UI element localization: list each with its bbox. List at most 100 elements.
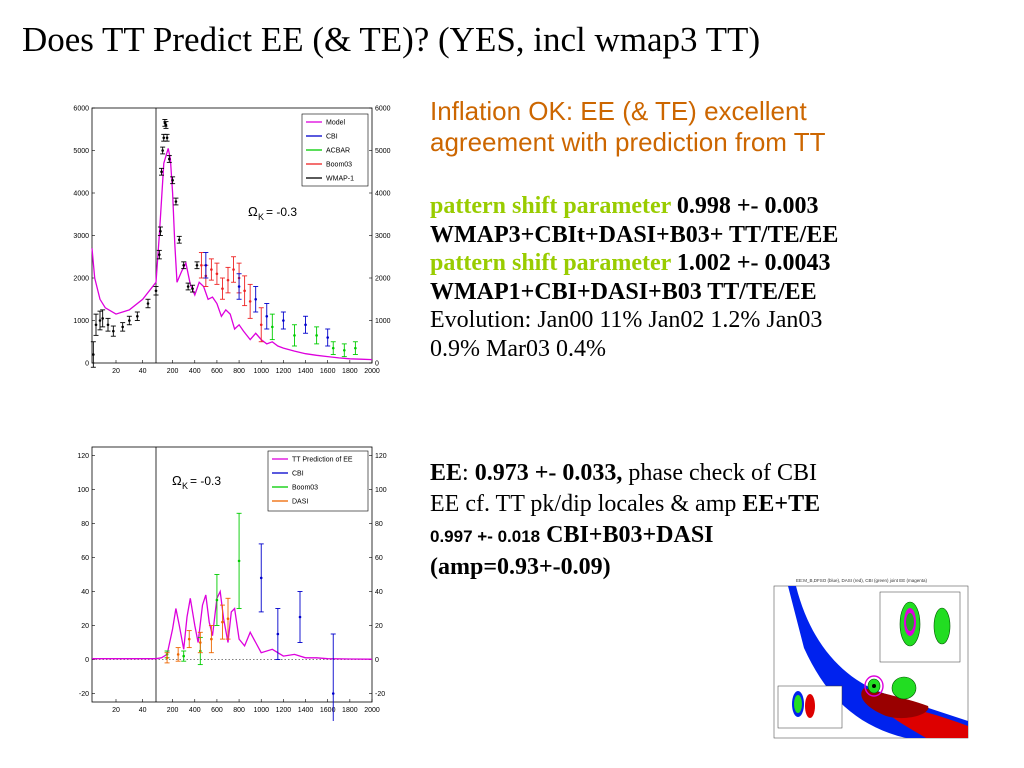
y-tick-label: 4000 (375, 191, 391, 198)
pattern-shift-data-2: WMAP1+CBI+DASI+B03 TT/TE/EE (430, 278, 817, 305)
pattern-shift-value-1: 0.998 +- 0.003 (670, 193, 819, 219)
ee-omega-annotation: Ω K = -0.3 (172, 473, 221, 491)
y-tick-label: 80 (81, 521, 89, 528)
data-point (110, 325, 116, 337)
data-point (162, 119, 168, 127)
data-point (225, 266, 231, 294)
x-tick-label: 1000 (253, 707, 269, 714)
ee-data-points (164, 512, 336, 721)
data-point (159, 167, 165, 176)
y-tick-label: 0 (85, 657, 89, 664)
legend-label: Boom03 (326, 162, 352, 169)
y-tick-label: 100 (375, 487, 387, 494)
data-point (303, 315, 309, 334)
ee-value: 0.973 +- 0.033, (474, 460, 623, 486)
data-point (219, 604, 225, 640)
x-tick-label: 1400 (298, 368, 314, 375)
ee-te-data: CBI+B03+DASI (540, 522, 714, 548)
data-point (269, 313, 275, 341)
x-tick-label: 20 (112, 368, 120, 375)
inset-subpanel-bottom-left (777, 685, 843, 729)
x-tick-label: 600 (211, 368, 223, 375)
omega-subscript: K (182, 481, 188, 491)
data-point (208, 625, 214, 654)
data-point (90, 341, 96, 368)
data-point (160, 146, 166, 155)
y-tick-label: 3000 (73, 233, 89, 240)
data-point (236, 512, 242, 609)
y-tick-label: 5000 (375, 148, 391, 155)
data-point (105, 317, 111, 332)
x-tick-label: 20 (112, 707, 120, 714)
subtitle-line-2: agreement with prediction from TT (430, 127, 826, 157)
x-tick-label: 800 (233, 368, 245, 375)
legend-label: Boom03 (292, 485, 318, 492)
data-point (264, 303, 270, 330)
ee-text-2: EE cf. TT pk/dip locales & amp (430, 491, 743, 517)
data-point (275, 608, 281, 660)
data-point (330, 341, 336, 355)
y-tick-label: 80 (375, 521, 383, 528)
ee-text-1: phase check of CBI (622, 460, 817, 486)
y-tick-label: 3000 (375, 233, 391, 240)
inset-caption: EE:M_B,DFSO (blue), DASI (red), CBI (gre… (796, 578, 928, 583)
likelihood-contour-inset: EE:M_B,DFSO (blue), DASI (red), CBI (gre… (773, 578, 969, 739)
y-tick-label: 1000 (73, 318, 89, 325)
y-tick-label: 40 (81, 589, 89, 596)
x-tick-label: 1400 (298, 707, 314, 714)
data-point (153, 286, 159, 296)
omega-subscript: K (258, 212, 264, 222)
y-tick-label: 40 (375, 589, 383, 596)
data-point (203, 252, 209, 279)
data-point (166, 155, 172, 163)
pattern-shift-data-1: WMAP3+CBIt+DASI+B03+ TT/TE/EE (430, 221, 839, 248)
y-tick-label: 60 (81, 555, 89, 562)
x-tick-label: 1200 (276, 707, 292, 714)
data-point (208, 258, 214, 281)
ee-legend: TT Prediction of EE CBI Boom03 DASI (267, 450, 369, 512)
tt-omega-annotation: Ω K = -0.3 (248, 204, 297, 222)
data-point (291, 324, 297, 347)
evolution-line-1: Evolution: Jan00 11% Jan02 1.2% Jan03 (430, 307, 823, 333)
tt-data-points (90, 119, 358, 368)
inset-subpanel-top-right (879, 591, 961, 663)
y-tick-label: -20 (375, 691, 385, 698)
y-tick-label: 2000 (73, 276, 89, 283)
legend-label: CBI (326, 134, 338, 141)
data-point (97, 310, 103, 331)
x-tick-label: 2000 (364, 707, 380, 714)
x-tick-label: 400 (189, 707, 201, 714)
ee-te-label: EE+TE (742, 491, 821, 517)
x-tick-label: 200 (167, 368, 179, 375)
y-tick-label: 0 (375, 657, 379, 664)
y-tick-label: 6000 (73, 106, 89, 113)
data-point (163, 121, 169, 129)
data-point (156, 249, 162, 260)
data-point (175, 647, 181, 662)
y-tick-label: 120 (77, 453, 89, 460)
data-point (236, 273, 242, 300)
data-point (176, 235, 182, 244)
x-tick-label: 2000 (364, 368, 380, 375)
omega-value: = -0.3 (190, 474, 221, 488)
x-tick-label: 800 (233, 707, 245, 714)
data-point (219, 277, 225, 300)
data-point (120, 322, 126, 332)
y-tick-label: 120 (375, 453, 387, 460)
y-tick-label: 20 (81, 623, 89, 630)
data-point (330, 633, 336, 721)
ee-colon: : (462, 460, 475, 486)
omega-symbol: Ω (172, 473, 182, 488)
data-point (185, 282, 191, 291)
y-tick-label: 20 (375, 623, 383, 630)
data-point (341, 343, 347, 358)
data-point (297, 591, 303, 643)
pattern-shift-label-2: pattern shift parameter (430, 250, 671, 276)
data-point (280, 311, 286, 330)
x-tick-label: 400 (189, 368, 201, 375)
data-point (352, 341, 358, 355)
data-point (93, 313, 99, 336)
y-tick-label: 1000 (375, 318, 391, 325)
data-point (197, 631, 203, 654)
tt-axes: 0 0 1000 1000 2000 2000 3000 3000 4000 4000 5000 50… (73, 106, 390, 376)
